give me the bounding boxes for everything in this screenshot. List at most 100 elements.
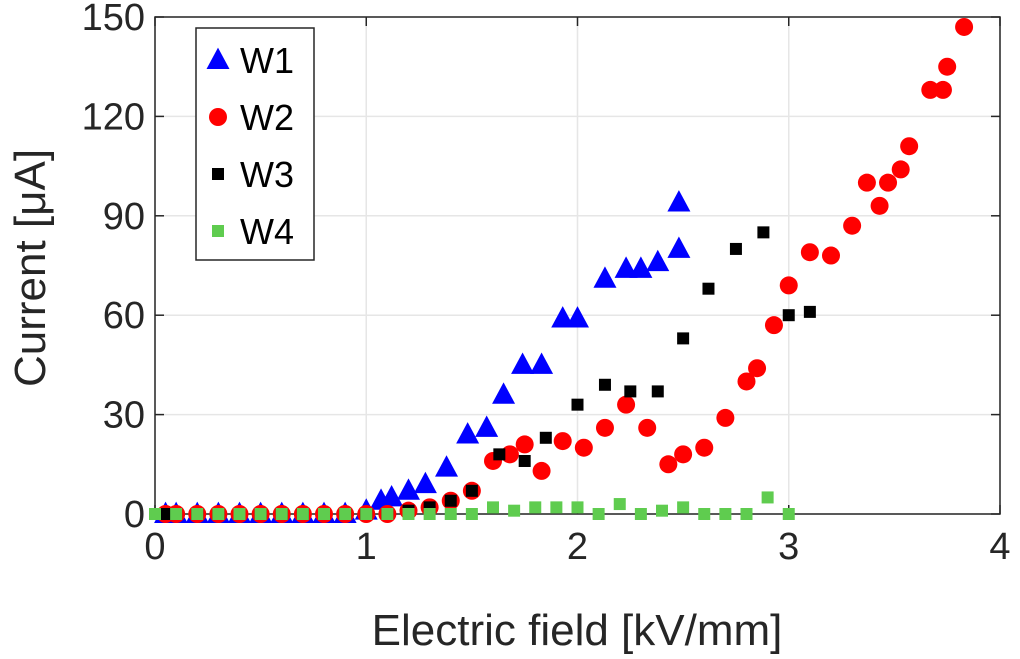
point-w4 [254, 508, 267, 520]
point-w2 [870, 196, 889, 215]
point-w3 [803, 305, 816, 318]
point-w2 [500, 445, 519, 464]
point-w4 [465, 508, 478, 520]
y-tick-label: 30 [103, 395, 145, 437]
point-w1 [646, 249, 670, 272]
legend-label-w3: W3 [240, 154, 294, 195]
point-w4 [339, 508, 352, 520]
point-w4 [275, 508, 288, 520]
point-w1 [566, 306, 589, 328]
point-w1 [413, 471, 437, 494]
point-w1 [435, 455, 459, 477]
point-w1 [456, 422, 480, 444]
point-w4 [550, 501, 563, 514]
point-w2 [674, 445, 693, 464]
point-w2 [748, 359, 767, 378]
y-axis-label: Current [μA] [6, 149, 55, 387]
point-w3 [729, 242, 742, 255]
point-w2 [900, 137, 919, 156]
y-tick-label: 0 [124, 494, 145, 536]
point-w1 [614, 256, 638, 278]
point-w4 [656, 504, 668, 517]
legend: W1 W2 W3 W4 [195, 27, 315, 261]
point-w2 [857, 173, 876, 192]
point-w4 [487, 501, 499, 514]
point-w1 [593, 266, 617, 288]
point-w2 [595, 418, 614, 437]
point-w3 [465, 484, 478, 497]
point-w4 [571, 501, 584, 514]
point-w4 [296, 508, 309, 520]
series-w3 [159, 226, 816, 520]
point-w4 [149, 508, 161, 520]
point-w4 [677, 501, 690, 514]
point-w2 [933, 80, 952, 99]
point-w2 [532, 461, 551, 480]
point-w3 [493, 448, 506, 461]
point-w4 [719, 508, 732, 520]
x-tick-label: 0 [144, 526, 165, 568]
point-w4 [423, 508, 436, 520]
x-tick-label: 4 [989, 526, 1010, 568]
point-w2 [553, 432, 572, 451]
point-w3 [782, 309, 795, 322]
point-w4 [212, 508, 225, 520]
x-axis-label: Electric field [kV/mm] [372, 606, 783, 655]
x-tick-label: 1 [356, 526, 377, 568]
point-w2 [659, 455, 678, 474]
point-w1 [475, 415, 499, 437]
point-w4 [613, 498, 626, 511]
legend-marker-w1 [206, 47, 230, 69]
y-tick-label: 60 [103, 295, 145, 337]
legend-label-w1: W1 [240, 40, 294, 81]
point-w2 [574, 438, 593, 457]
point-w3 [702, 282, 715, 295]
point-w1 [380, 485, 404, 507]
point-w2 [638, 418, 657, 437]
point-w1 [511, 352, 535, 374]
point-w2 [779, 276, 798, 295]
x-tick-label: 3 [778, 526, 799, 568]
point-w4 [381, 508, 394, 520]
point-w2 [891, 160, 910, 179]
point-w4 [402, 508, 415, 520]
legend-marker-w3 [212, 168, 224, 180]
point-w4 [782, 508, 795, 520]
y-tick-label: 150 [82, 0, 145, 39]
point-w4 [698, 508, 711, 520]
point-w3 [444, 494, 457, 507]
point-w2 [921, 80, 940, 99]
point-w1 [551, 306, 575, 328]
point-w2 [695, 438, 714, 457]
point-w2 [955, 17, 974, 36]
legend-label-w2: W2 [240, 97, 294, 138]
point-w4 [634, 508, 647, 520]
point-w4 [529, 501, 542, 514]
point-w1 [397, 478, 420, 500]
point-w4 [444, 508, 457, 520]
tick-labels: 0 1 2 3 4 0 30 60 90 120 150 [82, 0, 1011, 568]
point-w2 [822, 246, 840, 265]
point-w4 [592, 508, 605, 520]
y-tick-label: 90 [103, 196, 145, 238]
point-w3 [624, 385, 637, 398]
point-w2 [879, 173, 898, 192]
point-w1 [492, 382, 516, 404]
point-w4 [740, 508, 753, 520]
point-w4 [761, 491, 774, 504]
point-w3 [651, 385, 664, 398]
point-w3 [571, 398, 584, 411]
point-w2 [938, 57, 957, 76]
point-w2 [737, 372, 756, 391]
point-w3 [598, 378, 611, 391]
point-w3 [757, 226, 770, 239]
series-w4 [149, 491, 795, 520]
point-w4 [233, 508, 246, 520]
point-w4 [508, 504, 521, 517]
point-w3 [539, 431, 552, 444]
data-marks [149, 17, 974, 523]
point-w4 [170, 508, 183, 520]
point-w1 [667, 190, 691, 212]
point-w1 [530, 352, 554, 374]
